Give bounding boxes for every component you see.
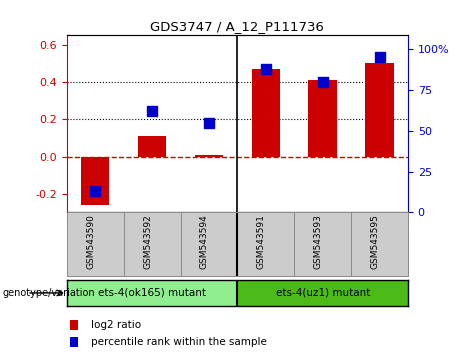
Text: ets-4(ok165) mutant: ets-4(ok165) mutant	[98, 288, 206, 298]
Text: genotype/variation: genotype/variation	[2, 288, 95, 298]
Point	[92, 188, 99, 194]
Text: GSM543594: GSM543594	[200, 214, 209, 269]
Text: GSM543595: GSM543595	[371, 214, 379, 269]
Bar	[70, 320, 78, 330]
Bar	[252, 69, 280, 156]
Point	[319, 79, 326, 85]
Bar	[70, 337, 78, 347]
Bar	[67, 280, 237, 306]
Bar	[81, 156, 109, 205]
Point	[205, 120, 213, 125]
Text: ets-4(uz1) mutant: ets-4(uz1) mutant	[276, 288, 370, 298]
Bar	[366, 63, 394, 156]
Bar	[237, 280, 408, 306]
Title: GDS3747 / A_12_P111736: GDS3747 / A_12_P111736	[150, 20, 325, 33]
Point	[262, 66, 270, 72]
Bar	[308, 80, 337, 156]
Text: GSM543591: GSM543591	[257, 214, 266, 269]
Text: GSM543592: GSM543592	[143, 214, 152, 269]
Text: GSM543593: GSM543593	[313, 214, 323, 269]
Bar	[138, 136, 166, 156]
Bar	[195, 155, 223, 156]
Point	[376, 54, 383, 60]
Point	[148, 108, 156, 114]
Text: percentile rank within the sample: percentile rank within the sample	[91, 337, 266, 347]
Text: log2 ratio: log2 ratio	[91, 320, 141, 330]
Text: GSM543590: GSM543590	[86, 214, 95, 269]
